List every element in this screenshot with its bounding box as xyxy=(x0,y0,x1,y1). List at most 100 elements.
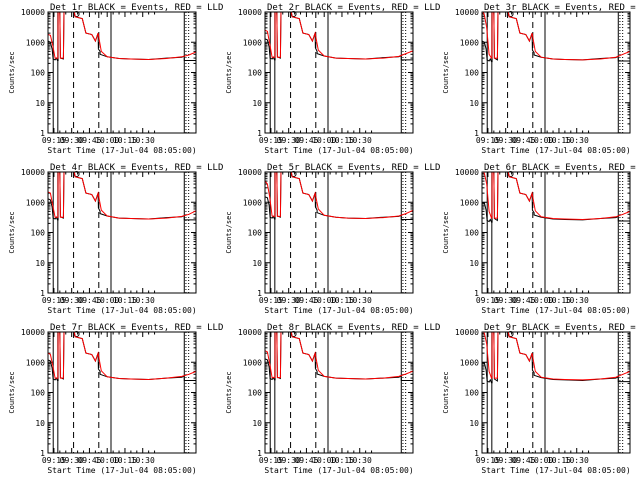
x-tick-label: 10:30 xyxy=(565,456,589,465)
x-tick-label: 10:15 xyxy=(113,456,137,465)
x-tick-label: 10:30 xyxy=(131,136,155,145)
y-tick-label: 1 xyxy=(40,129,45,138)
plot-frame xyxy=(264,331,414,454)
x-tick-label: 10:00 xyxy=(312,136,336,145)
x-tick-label: 09:15 xyxy=(42,136,66,145)
panel-title: Det_5r BLACK = Events, RED = LLD xyxy=(267,163,440,173)
panel-2: Det_2r BLACK = Events, RED = LLD 1 10 100 10… xyxy=(225,3,440,155)
panel-8: Det_8r BLACK = Events, RED = LLD 1 10 100 10… xyxy=(225,323,440,475)
x-axis-label: Start Time (17-Jul-04 08:05:00) xyxy=(47,146,196,155)
x-axis-label: Start Time (17-Jul-04 08:05:00) xyxy=(264,466,413,475)
y-tick-label: 1 xyxy=(474,449,479,458)
y-tick-label: 1 xyxy=(40,449,45,458)
panel-title: Det_4r BLACK = Events, RED = LLD xyxy=(50,163,223,173)
panel-title: Det_1r BLACK = Events, RED = LLD xyxy=(50,3,223,13)
x-tick-label: 09:45 xyxy=(77,456,101,465)
x-tick-label: 10:15 xyxy=(330,136,354,145)
y-tick-label: 10000 xyxy=(21,168,45,177)
x-tick-label: 09:15 xyxy=(476,296,500,305)
x-tick-label: 10:00 xyxy=(529,136,553,145)
panel-5: Det_5r BLACK = Events, RED = LLD 1 10 100 10… xyxy=(225,163,440,315)
x-tick-label: 09:30 xyxy=(494,296,518,305)
y-axis-label: Counts/sec xyxy=(8,211,16,253)
plot-frame xyxy=(481,11,631,134)
events-series-line xyxy=(482,172,630,223)
events-series-line xyxy=(265,12,413,61)
y-tick-label: 1000 xyxy=(460,38,479,47)
y-tick-label: 10 xyxy=(35,419,45,428)
x-tick-label: 09:15 xyxy=(476,136,500,145)
x-tick-label: 09:30 xyxy=(277,136,301,145)
lld-series-line xyxy=(482,172,630,221)
x-tick-label: 09:30 xyxy=(60,456,84,465)
x-tick-label: 09:45 xyxy=(511,296,535,305)
y-tick-label: 1 xyxy=(257,289,262,298)
panel-1: Det_1r BLACK = Events, RED = LLD 1 10 100 10… xyxy=(8,3,223,155)
lld-series-line xyxy=(265,172,413,220)
y-tick-label: 1000 xyxy=(460,358,479,367)
x-axis-label: Start Time (17-Jul-04 08:05:00) xyxy=(481,466,630,475)
x-tick-label: 10:30 xyxy=(565,136,589,145)
lld-series-line xyxy=(265,12,413,60)
y-tick-label: 10000 xyxy=(455,328,479,337)
x-tick-label: 09:30 xyxy=(494,136,518,145)
x-tick-label: 10:15 xyxy=(113,296,137,305)
y-axis-label: Counts/sec xyxy=(8,371,16,413)
y-tick-label: 1000 xyxy=(460,198,479,207)
series-group xyxy=(48,12,196,61)
y-tick-label: 100 xyxy=(248,389,263,398)
x-tick-label: 09:30 xyxy=(277,456,301,465)
events-series-line xyxy=(48,172,196,221)
x-tick-label: 09:45 xyxy=(294,296,318,305)
y-axis-label: Counts/sec xyxy=(442,51,450,93)
y-axis-label: Counts/sec xyxy=(225,211,233,253)
plot-frame xyxy=(481,171,631,294)
lld-series-line xyxy=(265,332,413,380)
events-series-line xyxy=(48,12,196,61)
x-tick-label: 10:30 xyxy=(131,296,155,305)
y-axis-label: Counts/sec xyxy=(225,371,233,413)
x-tick-label: 10:00 xyxy=(95,296,119,305)
y-tick-label: 10 xyxy=(469,419,479,428)
x-tick-label: 09:45 xyxy=(511,456,535,465)
y-tick-label: 10 xyxy=(35,99,45,108)
y-tick-label: 100 xyxy=(31,69,46,78)
x-tick-label: 10:00 xyxy=(529,456,553,465)
lld-series-line xyxy=(48,332,196,381)
series-group xyxy=(265,12,413,61)
y-tick-label: 1000 xyxy=(26,358,45,367)
y-tick-label: 1000 xyxy=(243,38,262,47)
x-tick-label: 10:00 xyxy=(529,296,553,305)
x-tick-label: 09:45 xyxy=(511,136,535,145)
x-tick-label: 09:15 xyxy=(42,456,66,465)
y-tick-label: 10000 xyxy=(455,8,479,17)
x-tick-label: 10:00 xyxy=(312,456,336,465)
panel-title: Det_6r BLACK = Events, RED = LLD xyxy=(484,163,640,173)
y-tick-label: 1000 xyxy=(26,38,45,47)
x-tick-label: 09:30 xyxy=(60,136,84,145)
events-series-line xyxy=(265,172,413,220)
panel-title: Det_7r BLACK = Events, RED = LLD xyxy=(50,323,223,333)
series-group xyxy=(48,332,196,381)
x-tick-label: 10:30 xyxy=(348,456,372,465)
y-tick-label: 1000 xyxy=(243,358,262,367)
x-tick-label: 10:30 xyxy=(131,456,155,465)
x-axis-label: Start Time (17-Jul-04 08:05:00) xyxy=(481,306,630,315)
x-tick-label: 10:00 xyxy=(95,136,119,145)
plot-frame xyxy=(264,171,414,294)
x-tick-label: 09:45 xyxy=(77,296,101,305)
x-tick-label: 10:15 xyxy=(547,456,571,465)
series-group xyxy=(265,332,413,381)
y-tick-label: 10 xyxy=(469,99,479,108)
panel-title: Det_8r BLACK = Events, RED = LLD xyxy=(267,323,440,333)
x-axis-label: Start Time (17-Jul-04 08:05:00) xyxy=(47,306,196,315)
y-tick-label: 10000 xyxy=(21,328,45,337)
y-tick-label: 100 xyxy=(31,389,46,398)
lld-series-line xyxy=(482,332,630,381)
series-group xyxy=(482,12,630,63)
lld-series-line xyxy=(48,12,196,61)
events-series-line xyxy=(48,332,196,381)
x-tick-label: 09:30 xyxy=(277,296,301,305)
x-tick-label: 10:30 xyxy=(348,136,372,145)
